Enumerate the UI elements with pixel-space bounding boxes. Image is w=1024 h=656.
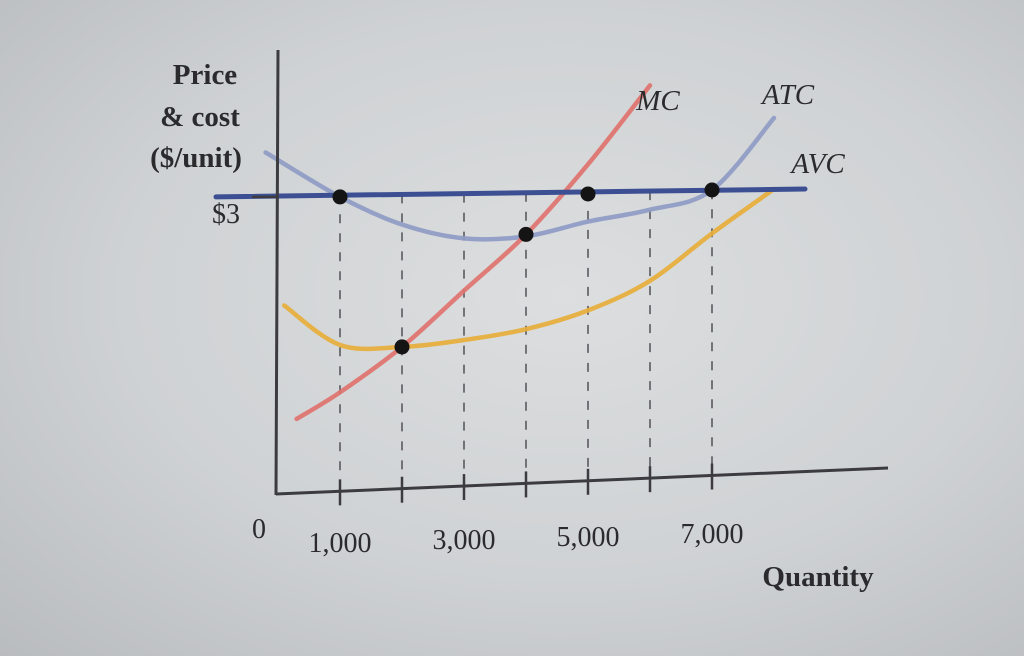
x-tick-label: 5,000: [557, 522, 620, 553]
x-tick-label: 7,000: [681, 519, 744, 550]
x-ticks: 1,000 3,000 5,000 7,000: [309, 463, 744, 559]
atc-curve: [263, 115, 777, 242]
intersection-point: [580, 186, 596, 202]
intersection-point: [704, 182, 720, 198]
avc-curve: [281, 186, 777, 352]
price-tick-label: $3: [212, 199, 240, 230]
cost-curves: [213, 83, 808, 422]
x-axis-label: Quantity: [762, 561, 874, 593]
y-axis-label-line-3: ($/unit): [150, 142, 242, 174]
y-axis: [274, 49, 280, 496]
dashed-guides: [339, 190, 713, 480]
intersection-point: [332, 189, 348, 205]
mc-curve: [294, 83, 653, 422]
y-axis-label-line-1: Price: [173, 59, 238, 91]
atc-label: ATC: [760, 79, 815, 111]
x-tick-label: 3,000: [433, 525, 496, 556]
x-axis: [275, 466, 889, 496]
axes: [252, 49, 889, 496]
intersection-point: [518, 226, 534, 242]
avc-label: AVC: [789, 148, 845, 180]
y-axis-label-line-2: & cost: [160, 101, 240, 133]
mc-label: MC: [635, 85, 680, 117]
intersection-point: [394, 339, 410, 355]
x-tick-label: 1,000: [309, 528, 372, 559]
origin-label: 0: [252, 514, 266, 545]
intersection-points: [332, 182, 720, 355]
